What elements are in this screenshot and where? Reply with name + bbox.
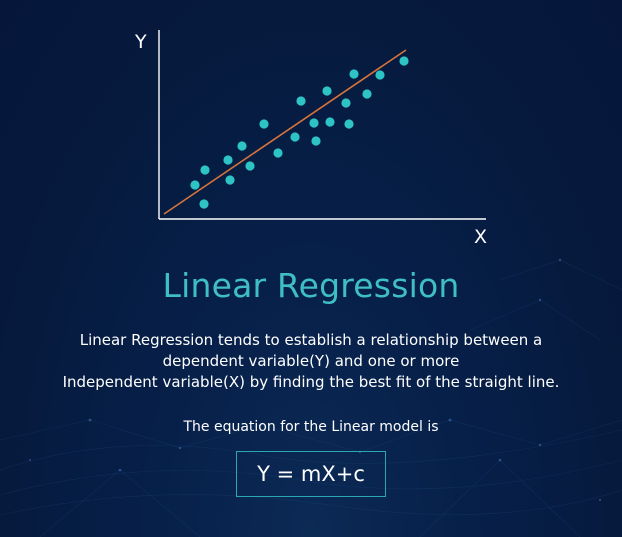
data-point [322,86,332,96]
data-point [341,98,351,108]
data-point [344,119,354,129]
data-point [259,119,269,129]
data-point [309,118,319,128]
data-point [362,89,372,99]
best-fit-line [163,49,407,215]
data-point [325,117,335,127]
data-point [223,155,233,165]
description-line-2: dependent variable(Y) and one or more [162,352,460,370]
equation-text: Y = mX+c [257,462,365,486]
data-point [349,69,359,79]
scatter-plot: Y X [134,30,487,248]
data-point [273,148,283,158]
data-point [375,70,385,80]
x-axis-label: X [474,226,487,248]
description: Linear Regression tends to establish a r… [20,330,602,393]
data-point [190,180,200,190]
y-axis-label: Y [134,31,147,53]
equation-box: Y = mX+c [236,451,386,497]
description-line-1: Linear Regression tends to establish a r… [79,331,543,349]
data-point [399,56,409,66]
data-point [290,132,300,142]
data-point [237,141,247,151]
data-point [199,199,209,209]
data-point [311,136,321,146]
description-line-3: Independent variable(X) by finding the b… [62,373,560,391]
data-point [225,175,235,185]
data-points [190,56,409,209]
data-point [296,96,306,106]
data-point [245,161,255,171]
data-point [200,165,210,175]
page-title: Linear Regression [162,266,460,305]
equation-intro: The equation for the Linear model is [183,419,439,435]
